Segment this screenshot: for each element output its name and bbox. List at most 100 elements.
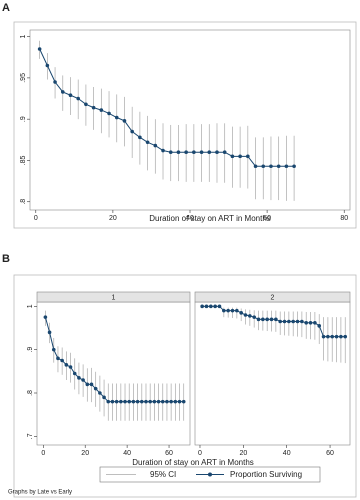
survival-point bbox=[99, 108, 104, 112]
survival-point bbox=[243, 313, 248, 317]
survival-point bbox=[287, 319, 291, 324]
survival-point bbox=[176, 150, 181, 155]
x-tick-label: 60 bbox=[326, 450, 334, 457]
y-tick-label: .9 bbox=[20, 116, 27, 122]
survival-point bbox=[53, 80, 57, 84]
plot-area bbox=[36, 301, 191, 446]
survival-point bbox=[248, 314, 252, 318]
survival-point bbox=[343, 334, 348, 339]
survival-point bbox=[122, 119, 127, 123]
survival-point bbox=[37, 47, 42, 51]
survival-point bbox=[60, 358, 64, 363]
x-tick-label: 20 bbox=[239, 450, 247, 457]
survival-point bbox=[148, 399, 152, 404]
survival-point bbox=[91, 105, 96, 110]
survival-point bbox=[230, 154, 235, 159]
survival-point bbox=[239, 311, 243, 315]
survival-point bbox=[51, 347, 56, 352]
x-tick-label: 40 bbox=[283, 450, 291, 457]
y-tick-label: .8 bbox=[20, 199, 27, 205]
survival-point bbox=[84, 102, 88, 107]
survival-line bbox=[39, 48, 295, 167]
legend-label: 95% CI bbox=[150, 470, 176, 479]
survival-point bbox=[317, 324, 322, 328]
survival-point bbox=[209, 304, 213, 309]
survival-point bbox=[119, 399, 123, 404]
survival-point bbox=[222, 150, 227, 155]
panel-label: B bbox=[2, 253, 10, 265]
survival-point bbox=[98, 391, 102, 395]
y-tick-label: .7 bbox=[27, 433, 34, 439]
survival-point bbox=[72, 371, 77, 376]
x-tick-label: 0 bbox=[34, 215, 38, 222]
survival-point bbox=[217, 304, 222, 309]
plot-area bbox=[194, 301, 351, 446]
survival-point bbox=[127, 399, 132, 404]
survival-point bbox=[123, 399, 127, 404]
survival-point bbox=[269, 317, 274, 322]
survival-point bbox=[47, 330, 52, 335]
survival-point bbox=[256, 317, 261, 322]
survival-point bbox=[330, 334, 335, 339]
survival-point bbox=[230, 308, 235, 313]
survival-point bbox=[199, 150, 204, 155]
survival-point bbox=[334, 334, 339, 339]
strip-label: 1 bbox=[112, 294, 116, 301]
x-tick-label: 80 bbox=[340, 215, 348, 222]
survival-point bbox=[76, 96, 80, 101]
survival-point bbox=[160, 399, 165, 404]
x-axis-label: Duration of stay on ART in Months bbox=[132, 458, 254, 467]
survival-point bbox=[114, 115, 119, 120]
survival-point bbox=[56, 356, 60, 361]
survival-point bbox=[85, 382, 90, 387]
survival-point bbox=[252, 315, 256, 319]
survival-point bbox=[161, 148, 165, 153]
survival-point bbox=[173, 399, 178, 404]
survival-point bbox=[226, 308, 230, 313]
survival-point bbox=[276, 164, 281, 169]
plot-area bbox=[29, 29, 351, 211]
survival-point bbox=[107, 111, 111, 116]
survival-point bbox=[282, 319, 287, 324]
legend-label: Proportion Surviving bbox=[230, 470, 302, 479]
x-tick-label: 0 bbox=[41, 450, 45, 457]
survival-point bbox=[184, 150, 188, 155]
x-axis-label: Duration of stay on ART in Months bbox=[149, 214, 271, 223]
survival-point bbox=[144, 399, 148, 404]
survival-point bbox=[291, 319, 296, 324]
x-tick-label: 60 bbox=[165, 450, 173, 457]
survival-point bbox=[300, 319, 304, 324]
survival-point bbox=[284, 164, 289, 169]
survival-point bbox=[181, 399, 186, 404]
panel-frame bbox=[13, 21, 357, 229]
survival-point bbox=[110, 399, 115, 404]
x-tick-label: 20 bbox=[109, 215, 117, 222]
survival-point bbox=[321, 334, 326, 339]
y-tick-label: .8 bbox=[27, 390, 34, 396]
note: Graphs by Late vs Early bbox=[8, 490, 72, 496]
strip bbox=[36, 291, 191, 303]
survival-point bbox=[64, 363, 69, 367]
survival-point bbox=[265, 317, 269, 322]
x-tick-label: 20 bbox=[81, 450, 89, 457]
y-tick-label: 1 bbox=[20, 35, 27, 39]
survival-point bbox=[135, 399, 140, 404]
survival-point bbox=[177, 399, 182, 404]
strip bbox=[194, 291, 351, 303]
survival-line bbox=[202, 305, 346, 338]
survival-point bbox=[139, 399, 144, 404]
strip-label: 2 bbox=[271, 294, 275, 301]
x-tick-label: 40 bbox=[123, 450, 131, 457]
survival-point bbox=[246, 154, 250, 159]
survival-point bbox=[304, 321, 309, 325]
survival-point bbox=[169, 399, 173, 404]
survival-point bbox=[295, 319, 300, 324]
survival-point bbox=[68, 365, 73, 369]
survival-point bbox=[60, 90, 65, 94]
survival-point bbox=[204, 304, 209, 309]
panel-frame bbox=[13, 274, 357, 498]
survival-point bbox=[269, 164, 273, 169]
survival-point bbox=[138, 135, 142, 140]
survival-point bbox=[165, 399, 169, 404]
